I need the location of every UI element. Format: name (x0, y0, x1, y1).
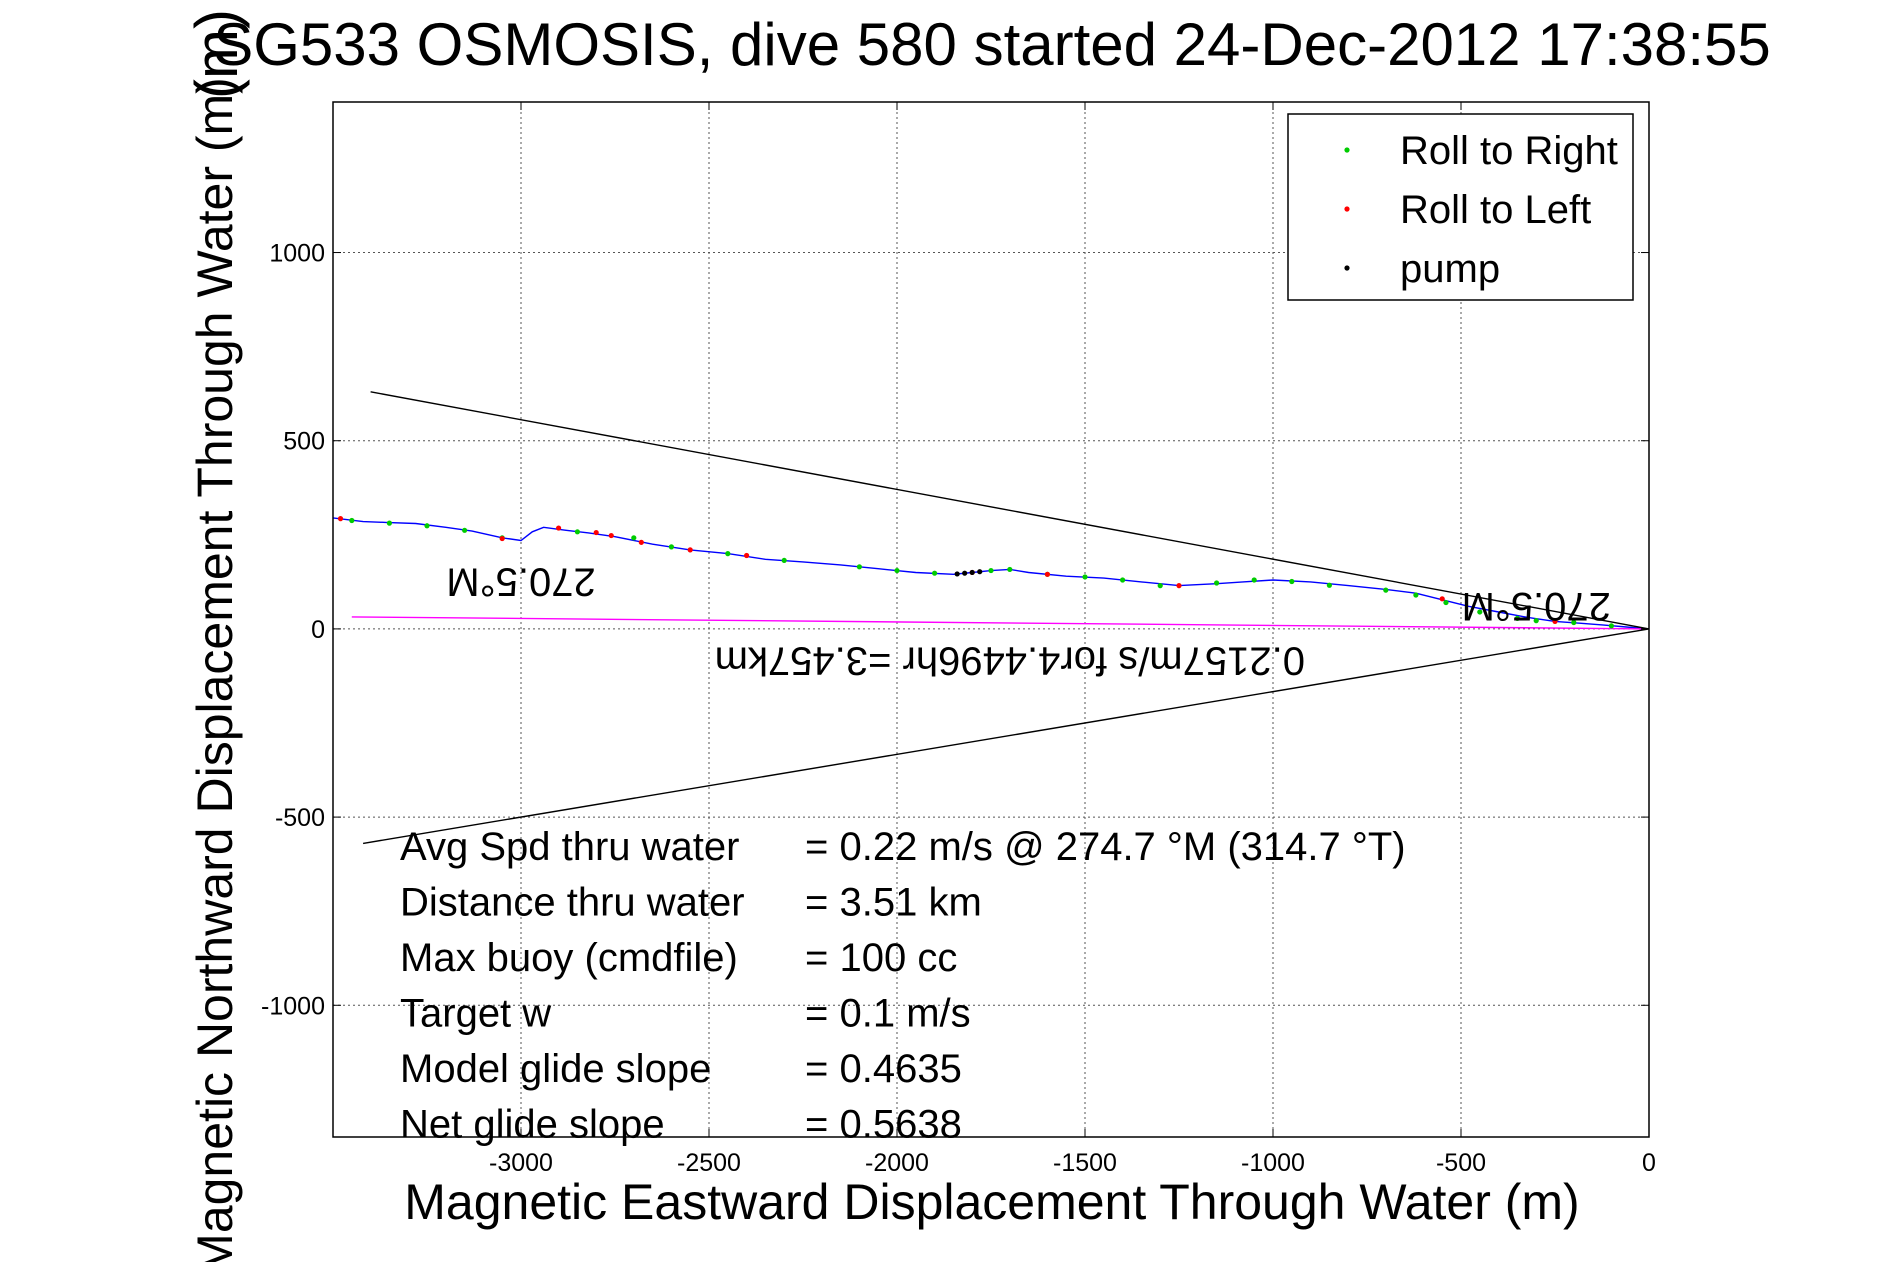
marker-roll-right (725, 551, 731, 557)
marker-pump (969, 569, 975, 576)
y-axis-label: Magnetic Northward Displacement Through … (187, 77, 243, 1262)
y-tick-label: 1000 (269, 240, 325, 268)
ylabel-overlap-fragment: (m) (183, 9, 250, 99)
series-group (332, 391, 1650, 845)
marker-roll-left (687, 547, 693, 553)
marker-roll-left (638, 539, 644, 545)
x-tick-label: -3000 (489, 1149, 553, 1177)
y-tick-label: -500 (275, 804, 325, 832)
marker-roll-right (1251, 577, 1257, 583)
marker-roll-left (1044, 571, 1050, 577)
marker-roll-left (608, 532, 614, 539)
marker-roll-right (1007, 566, 1013, 573)
y-tick-label: -1000 (261, 992, 325, 1020)
series-heading-fan-upper (370, 391, 1650, 630)
marker-pump (954, 571, 960, 577)
marker-roll-right (462, 527, 468, 533)
marker-roll-right (1571, 619, 1577, 626)
marker-roll-right (1477, 609, 1483, 615)
stat-label: Avg Spd thru water (400, 825, 739, 869)
marker-roll-right (1383, 587, 1389, 593)
y-tick-label: 0 (311, 616, 325, 644)
markers-group (337, 516, 1614, 629)
marker-roll-right (1214, 580, 1220, 586)
marker-roll-right (988, 567, 994, 574)
marker-roll-right (781, 557, 787, 564)
x-tick-label: -1500 (1053, 1149, 1117, 1177)
heading-annotation: 0.2157m/s for4.4496hr =3.457km (715, 639, 1305, 683)
x-tick-label: 0 (1642, 1149, 1656, 1177)
stat-value: = 0.5638 (805, 1103, 962, 1147)
marker-pump (977, 569, 983, 575)
marker-roll-right (894, 567, 900, 574)
x-tick-label: -500 (1436, 1149, 1486, 1177)
marker-roll-left (744, 552, 750, 559)
stat-label: Model glide slope (400, 1047, 711, 1091)
marker-roll-right (1413, 592, 1419, 598)
x-axis-label: Magnetic Eastward Displacement Through W… (404, 1174, 1579, 1230)
chart-title: SG533 OSMOSIS, dive 580 started 24-Dec-2… (213, 11, 1771, 78)
marker-roll-right (668, 544, 675, 550)
x-tick-label: -2500 (677, 1149, 741, 1177)
legend-label: Roll to Right (1400, 129, 1618, 173)
stat-value: = 100 cc (805, 936, 957, 980)
marker-roll-right (1157, 583, 1163, 589)
marker-roll-right (1443, 599, 1449, 606)
stat-label: Target w (400, 992, 551, 1036)
marker-roll-right (386, 520, 392, 526)
legend-marker (1344, 206, 1350, 212)
marker-roll-right (1533, 618, 1539, 624)
x-tick-label: -1000 (1241, 1149, 1305, 1177)
annotations-group: 270.5°M 0.2157m/s for4.4496hr =3.457km 270… (446, 560, 1611, 683)
heading-annotation: 270.5°M (1461, 584, 1610, 628)
marker-roll-left (593, 529, 599, 536)
legend-label: pump (1400, 247, 1500, 291)
stat-label: Max buoy (cmdfile) (400, 936, 738, 980)
marker-roll-right (1082, 574, 1088, 580)
legend-marker (1344, 147, 1350, 153)
series-heading-fan-lower (362, 628, 1650, 845)
stats-block: Avg Spd thru water = 0.22 m/s @ 274.7 °M … (400, 825, 1406, 1147)
marker-pump (962, 570, 968, 576)
legend: Roll to Right Roll to Left pump (1287, 113, 1634, 301)
marker-roll-right (1289, 578, 1295, 585)
y-tick-label: 500 (283, 428, 325, 456)
stat-value: = 3.51 km (805, 881, 982, 925)
marker-roll-right (1326, 582, 1332, 588)
stat-value: = 0.1 m/s (805, 992, 971, 1036)
marker-roll-left (1439, 596, 1445, 602)
marker-roll-right (1608, 623, 1614, 629)
series-depth-averaged-current (351, 616, 1650, 630)
marker-roll-right (574, 529, 581, 535)
marker-roll-left (337, 516, 344, 522)
axes-frame (332, 101, 1650, 1138)
marker-roll-right (631, 535, 637, 541)
marker-roll-right (932, 570, 938, 576)
marker-roll-left (499, 535, 505, 542)
x-tick-label: -2000 (865, 1149, 929, 1177)
legend-label: Roll to Left (1400, 188, 1591, 232)
marker-roll-left (1552, 618, 1558, 624)
ticks-group: -3000 -2500 -2000 -1500 -1000 -500 0 -1000 -500 0… (261, 102, 1656, 1177)
stat-value: = 0.4635 (805, 1047, 962, 1091)
marker-roll-right (1120, 577, 1126, 583)
marker-roll-right (1514, 615, 1520, 621)
marker-roll-right (349, 517, 355, 524)
marker-roll-left (556, 525, 562, 531)
marker-roll-left (1176, 583, 1182, 589)
legend-marker (1344, 265, 1350, 271)
marker-roll-right (856, 564, 863, 570)
marker-roll-right (424, 523, 430, 529)
stat-label: Net glide slope (400, 1103, 665, 1147)
heading-annotation: 270.5°M (446, 560, 595, 604)
stat-value: = 0.22 m/s @ 274.7 °M (314.7 °T) (805, 825, 1406, 869)
stat-label: Distance thru water (400, 881, 745, 925)
